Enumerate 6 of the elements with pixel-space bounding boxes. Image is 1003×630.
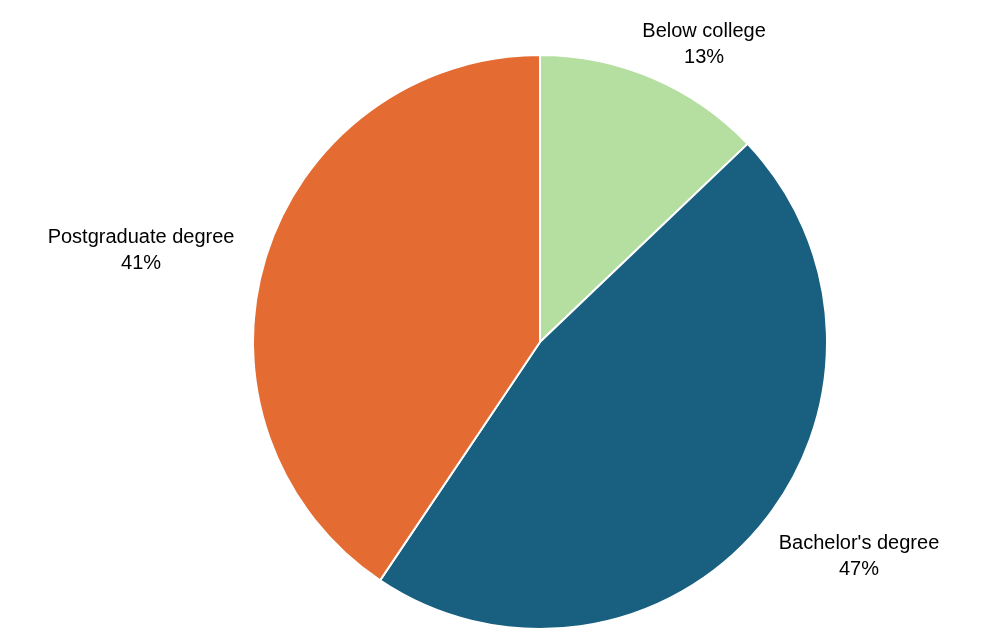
data-label: 13% (684, 45, 725, 68)
data-label: 41% (121, 250, 162, 273)
slice-label: Below college (642, 19, 766, 42)
data-label: 47% (838, 556, 880, 579)
slice-label: Postgraduate degree (47, 224, 235, 247)
slice-label: Bachelor's degree (778, 530, 940, 553)
